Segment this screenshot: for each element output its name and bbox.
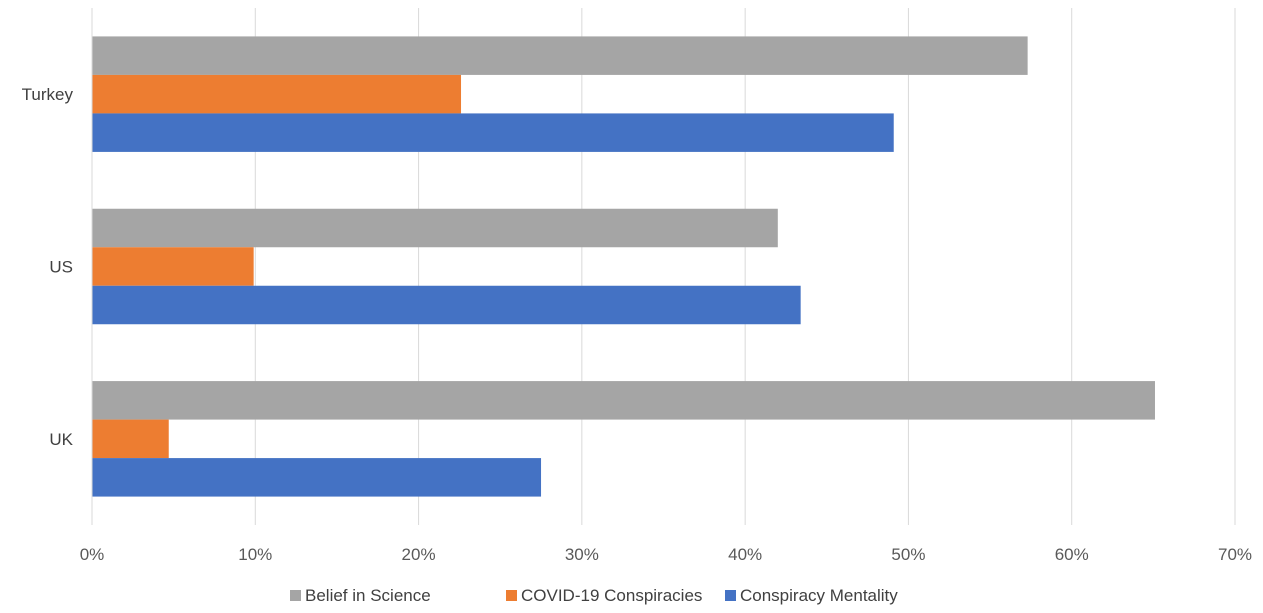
- legend-swatch: [725, 590, 736, 601]
- bar: [92, 113, 894, 152]
- x-tick-label: 40%: [728, 545, 762, 564]
- bar: [92, 36, 1028, 75]
- legend-swatch: [506, 590, 517, 601]
- bar: [92, 419, 169, 459]
- legend-label: Conspiracy Mentality: [740, 586, 898, 605]
- category-label: US: [49, 258, 73, 277]
- legend-swatch: [290, 590, 301, 601]
- x-tick-label: 50%: [891, 545, 925, 564]
- bar: [92, 208, 778, 248]
- bar: [92, 381, 1155, 420]
- bar: [92, 74, 462, 114]
- category-label: UK: [49, 430, 73, 449]
- x-tick-label: 20%: [402, 545, 436, 564]
- legend-label: COVID-19 Conspiracies: [521, 586, 702, 605]
- bars: [92, 36, 1155, 497]
- category-label: Turkey: [22, 85, 74, 104]
- bar: [92, 247, 254, 286]
- bar: [92, 285, 801, 325]
- bar: [92, 458, 542, 497]
- x-tick-label: 70%: [1218, 545, 1252, 564]
- x-tick-label: 0%: [80, 545, 105, 564]
- x-tick-label: 60%: [1055, 545, 1089, 564]
- x-tick-label: 10%: [238, 545, 272, 564]
- axes: 0% 10% 20% 30% 40% 50% 60% 70% Turkey US UK: [22, 8, 1252, 564]
- x-tick-label: 30%: [565, 545, 599, 564]
- legend: Belief in Science COVID-19 Conspiracies Co…: [290, 586, 898, 605]
- legend-label: Belief in Science: [305, 586, 431, 605]
